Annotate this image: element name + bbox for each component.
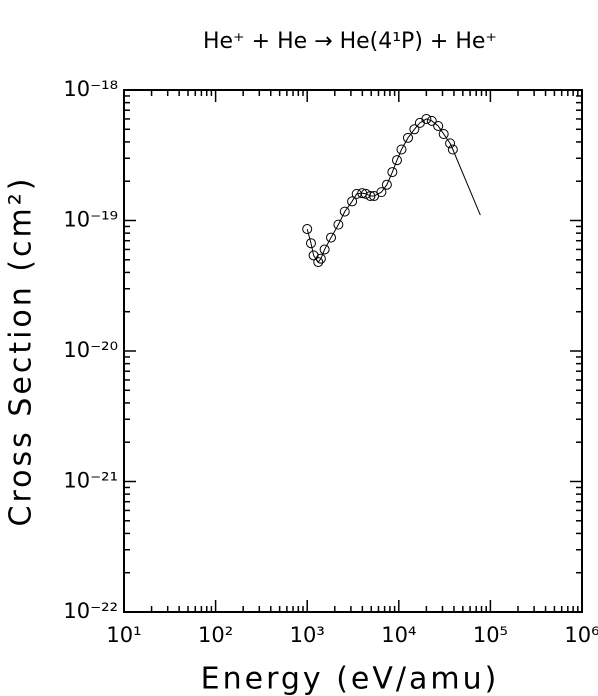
data-point: [445, 138, 456, 149]
data-point: [333, 219, 344, 230]
y-axis-label: Cross Section (cm²): [4, 176, 39, 527]
data-point: [391, 155, 402, 166]
x-tick-label: 10¹: [106, 623, 141, 647]
x-tick-label: 10⁶: [564, 623, 598, 647]
data-point: [433, 120, 444, 131]
y-tick-label: 10⁻¹⁸: [63, 77, 118, 101]
data-point: [319, 244, 330, 255]
data-point: [302, 224, 313, 235]
data-point: [387, 167, 398, 178]
data-point: [381, 179, 392, 190]
data-point: [347, 196, 358, 207]
x-tick-label: 10³: [290, 623, 325, 647]
data-point: [376, 187, 387, 198]
data-point: [313, 257, 324, 268]
y-tick-label: 10⁻²²: [63, 599, 118, 623]
x-tick-label: 10²: [198, 623, 233, 647]
data-point: [326, 232, 337, 243]
plot-frame: [123, 89, 583, 613]
data-point: [426, 115, 437, 126]
data-point: [438, 129, 449, 140]
y-tick-label: 10⁻¹⁹: [63, 208, 118, 232]
data-point: [396, 144, 407, 155]
data-point: [305, 238, 316, 249]
y-tick-label: 10⁻²¹: [63, 469, 118, 493]
y-tick-label: 10⁻²⁰: [63, 338, 118, 362]
data-point: [421, 113, 432, 124]
chart-title: He⁺ + He → He(4¹P) + He⁺: [203, 29, 497, 54]
fit-line: [306, 118, 481, 263]
data-point: [339, 206, 350, 217]
data-point: [409, 124, 420, 135]
x-tick-label: 10⁴: [381, 623, 416, 647]
x-tick-label: 10⁵: [473, 623, 508, 647]
x-axis-label: Energy (eV/amu): [201, 662, 500, 696]
data-point: [402, 132, 413, 143]
data-point: [447, 144, 458, 155]
